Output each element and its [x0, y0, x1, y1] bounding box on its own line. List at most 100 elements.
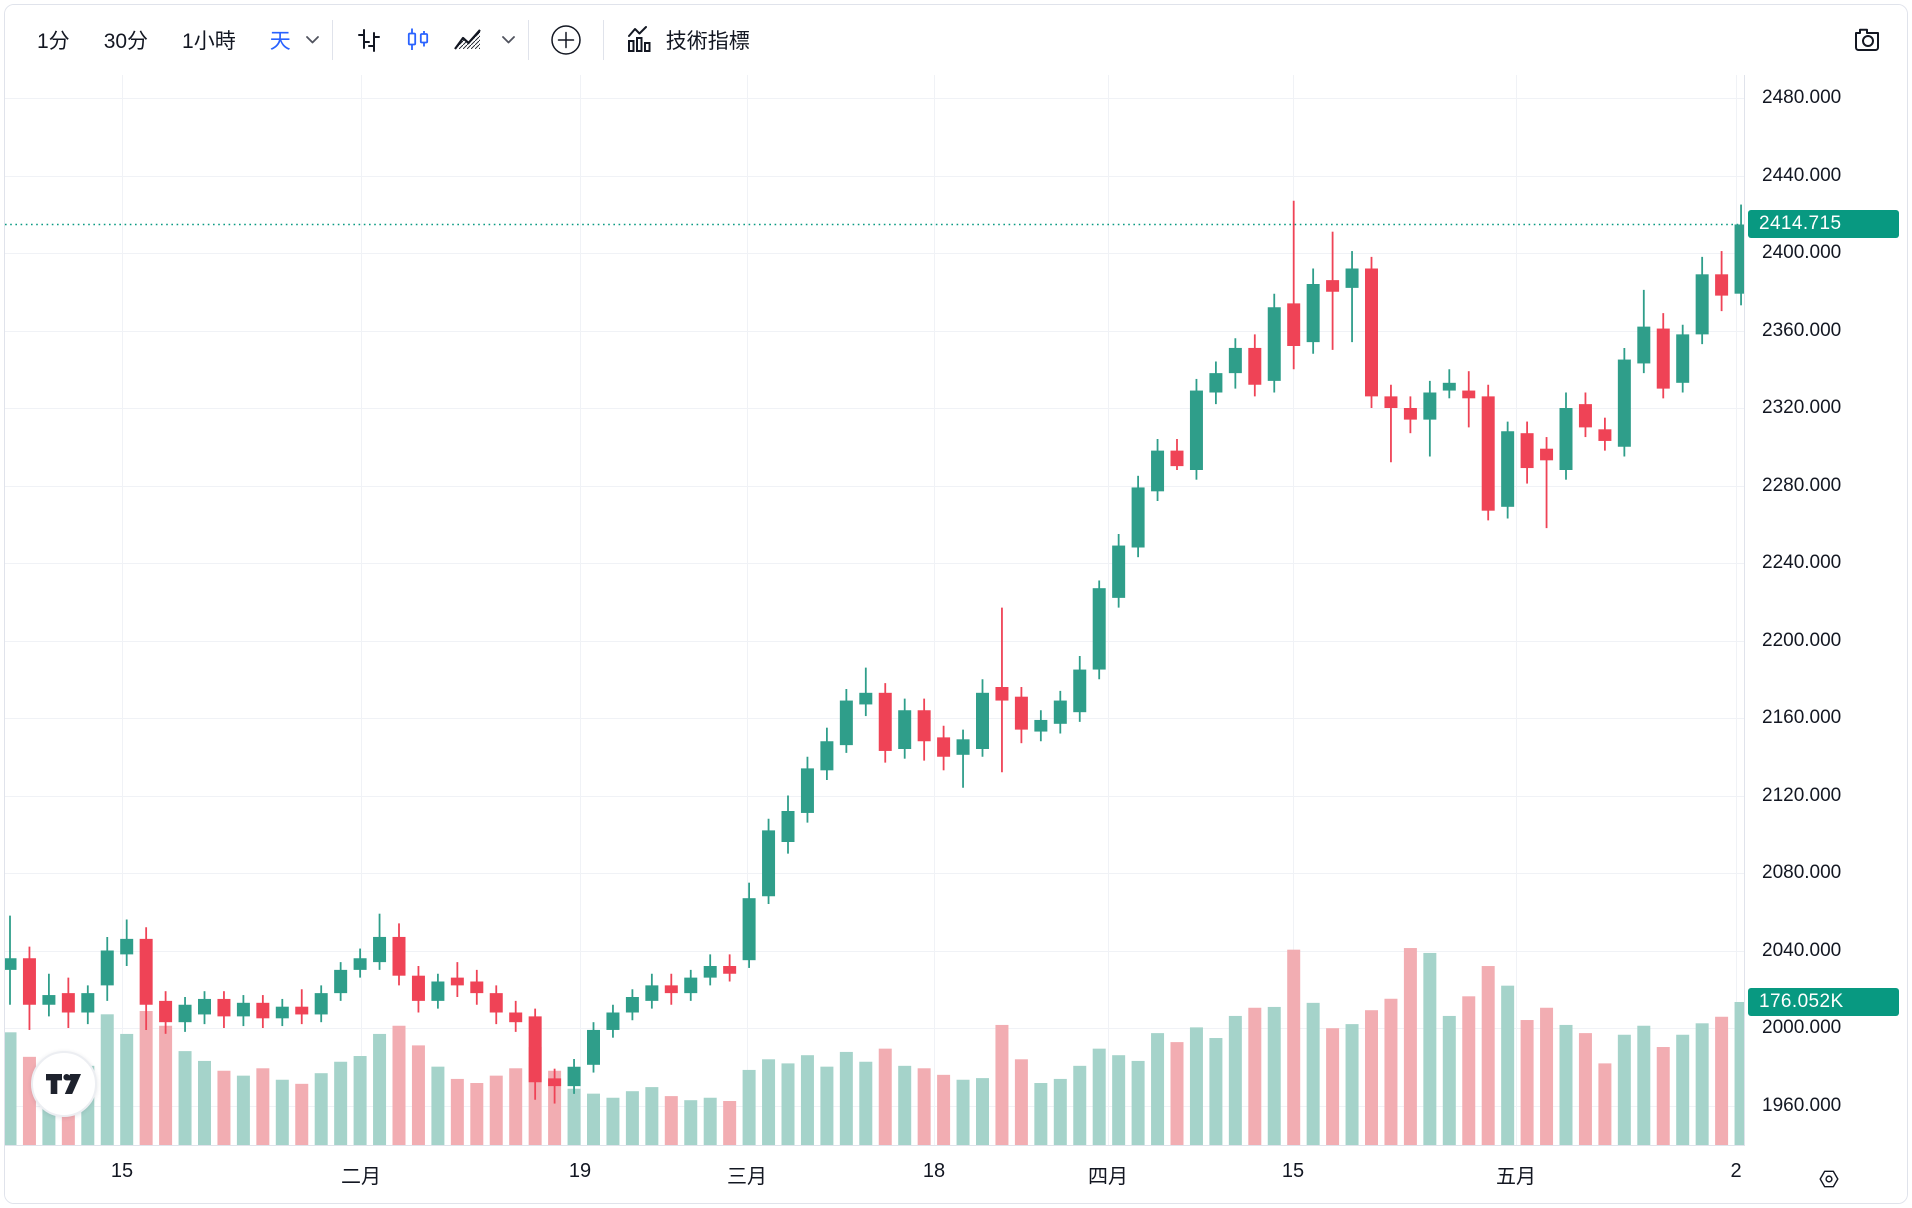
candle-body: [295, 1006, 309, 1015]
candle-body: [820, 741, 834, 771]
candle-body: [684, 977, 698, 994]
candle-body: [1112, 545, 1126, 598]
volume-bar: [625, 1091, 639, 1146]
price-axis-label: 2280.000: [1762, 474, 1842, 496]
candle-body: [1540, 448, 1554, 461]
candle-body: [606, 1012, 620, 1030]
candle-body: [334, 969, 348, 994]
candle-body: [470, 981, 484, 994]
volume-bar: [392, 1025, 406, 1146]
candle-body: [1695, 274, 1709, 335]
volume-bar: [917, 1068, 931, 1146]
candle-body: [781, 811, 795, 842]
candle-body: [937, 737, 951, 757]
indicators-button[interactable]: 技術指標: [616, 18, 758, 62]
volume-bar: [762, 1059, 776, 1146]
area-chart-style-button[interactable]: [443, 19, 493, 61]
candle-body: [1637, 326, 1651, 364]
price-axis[interactable]: 2414.715 176.052K 2480.000 2440.000 2400.0…: [1744, 75, 1907, 1203]
volume-bar: [1345, 1024, 1359, 1146]
volume-bar: [431, 1066, 445, 1146]
volume-bar: [1151, 1033, 1165, 1146]
candle-body: [1092, 588, 1106, 670]
toolbar-separator: [602, 20, 604, 60]
volume-bar: [1326, 1028, 1340, 1146]
interval-1min-button[interactable]: 1分: [27, 19, 80, 61]
volume-bar: [1209, 1038, 1223, 1146]
candle-body: [61, 993, 75, 1013]
candle-body: [664, 985, 678, 994]
volume-bar: [800, 1055, 814, 1146]
candle-body: [489, 993, 503, 1013]
volume-bar: [373, 1033, 387, 1146]
candlestick-style-button[interactable]: [395, 19, 441, 61]
volume-bar: [703, 1097, 717, 1146]
volume-bar: [1131, 1060, 1145, 1146]
candle-body: [567, 1066, 581, 1087]
tradingview-logo[interactable]: [31, 1051, 97, 1117]
candle-body: [1442, 382, 1456, 391]
candle-body: [1559, 408, 1573, 470]
candle-body: [22, 958, 36, 1005]
volume-bar: [1676, 1034, 1690, 1146]
candle-body: [1520, 433, 1534, 469]
compare-add-button[interactable]: [541, 17, 591, 63]
interval-1hour-button[interactable]: 1小時: [172, 19, 246, 61]
volume-bar: [664, 1096, 678, 1146]
volume-bar: [470, 1083, 484, 1146]
volume-bar: [878, 1048, 892, 1146]
price-axis-label: 2320.000: [1762, 397, 1842, 418]
candle-body: [1578, 404, 1592, 428]
candle-body: [995, 687, 1009, 701]
indicators-label: 技術指標: [665, 30, 750, 53]
price-axis-label: 2480.000: [1762, 87, 1842, 108]
volume-bar: [1170, 1042, 1184, 1146]
candle-body: [956, 739, 970, 755]
volume-bar: [606, 1097, 620, 1146]
snapshot-button[interactable]: [1841, 16, 1893, 64]
candle-body: [81, 993, 95, 1013]
candle-body: [1656, 328, 1670, 389]
chart-style-chevron-down-icon[interactable]: [501, 35, 516, 45]
candle-body: [1306, 284, 1320, 343]
volume-bar: [956, 1079, 970, 1146]
volume-bar: [217, 1070, 231, 1146]
candle-body: [1676, 334, 1690, 383]
candle-body: [1073, 669, 1087, 713]
candle-body: [1053, 700, 1067, 724]
time-axis-label: 18: [922, 1160, 946, 1182]
price-chart-canvas[interactable]: [5, 75, 1745, 1146]
volume-bar: [1384, 998, 1398, 1146]
volume-bar: [976, 1078, 989, 1146]
gear-icon: [1819, 1170, 1839, 1188]
last-price-badge: 2414.715: [1748, 210, 1899, 239]
price-axis-label: 1960.000: [1762, 1094, 1842, 1116]
interval-chevron-down-icon[interactable]: [305, 35, 320, 45]
volume-bar: [1034, 1083, 1048, 1146]
candle-body: [1501, 431, 1515, 507]
candle-body: [548, 1078, 562, 1087]
interval-day-button[interactable]: 天: [260, 19, 301, 61]
candle-body: [859, 692, 873, 705]
volume-bar: [353, 1056, 367, 1146]
candle-body: [1151, 450, 1165, 492]
volume-bar: [723, 1101, 737, 1146]
candle-body: [839, 700, 853, 746]
candle-body: [1034, 719, 1048, 732]
chart-settings-button[interactable]: [1811, 1161, 1847, 1197]
time-axis[interactable]: 15 二月 19 三月 18 四月 15 五月 2: [5, 1145, 1745, 1203]
time-axis-label: 四月: [1088, 1166, 1128, 1188]
volume-bar: [1189, 1027, 1203, 1146]
price-axis-label: 2040.000: [1762, 939, 1842, 961]
price-axis-label: 2160.000: [1762, 707, 1842, 728]
price-axis-label: 2120.000: [1762, 784, 1842, 806]
volume-bar: [1442, 1015, 1456, 1146]
interval-30min-button[interactable]: 30分: [94, 19, 158, 61]
candle-body: [723, 966, 737, 974]
time-axis-label: 19: [568, 1160, 592, 1182]
volume-bar: [236, 1075, 250, 1146]
trading-chart-app: 1分 30分 1小時 天: [4, 4, 1908, 1204]
bar-chart-style-button[interactable]: [345, 19, 391, 61]
candle-body: [528, 1016, 542, 1083]
candle-body: [742, 898, 756, 961]
